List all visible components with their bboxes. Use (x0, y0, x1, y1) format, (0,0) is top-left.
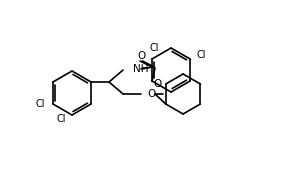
Text: O: O (137, 51, 145, 61)
Text: Cl: Cl (57, 114, 66, 124)
Text: NH: NH (133, 64, 148, 74)
Text: O: O (153, 79, 162, 89)
Text: Cl: Cl (35, 99, 45, 109)
Text: O: O (147, 89, 155, 99)
Text: Cl: Cl (149, 43, 159, 53)
Text: Cl: Cl (196, 50, 206, 60)
